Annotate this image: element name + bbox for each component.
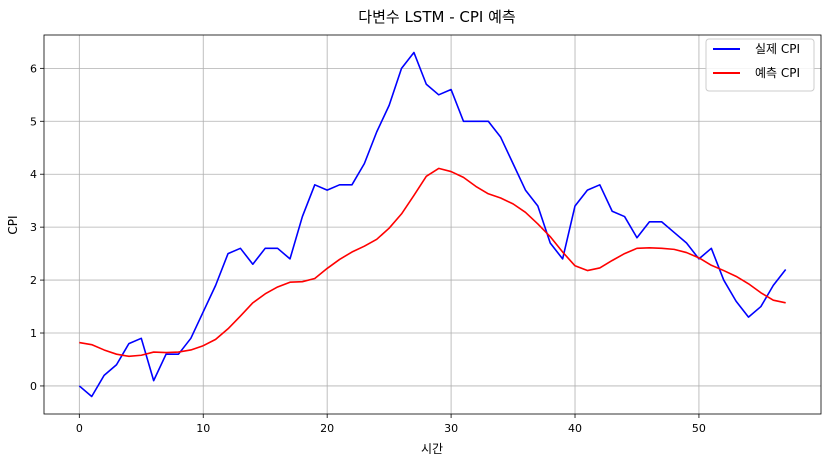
legend-label-predicted: 예측 CPI xyxy=(755,66,800,80)
grid-lines xyxy=(44,35,821,414)
y-tick-label: 5 xyxy=(30,115,37,128)
chart-title: 다변수 LSTM - CPI 예측 xyxy=(358,8,515,26)
series-lines xyxy=(78,51,787,398)
x-tick-label: 20 xyxy=(320,422,334,435)
y-tick-label: 2 xyxy=(30,274,37,287)
y-tick-label: 0 xyxy=(30,380,37,393)
axis-ticks: 0 10 20 30 40 50 0 1 2 3 4 5 6 xyxy=(30,62,706,435)
y-tick-label: 6 xyxy=(30,62,37,75)
x-tick-label: 40 xyxy=(568,422,582,435)
plot-frame xyxy=(43,34,822,415)
x-tick-label: 30 xyxy=(444,422,458,435)
y-axis-label: CPI xyxy=(6,215,20,234)
x-tick-label: 0 xyxy=(76,422,83,435)
legend-box xyxy=(705,38,815,92)
series-line-predicted xyxy=(79,167,786,358)
legend: 실제 CPI 예측 CPI xyxy=(705,38,815,92)
series-line-actual xyxy=(78,51,787,398)
y-tick-label: 1 xyxy=(30,327,37,340)
legend-label-actual: 실제 CPI xyxy=(755,42,800,56)
y-tick-label: 3 xyxy=(30,221,37,234)
x-tick-label: 50 xyxy=(692,422,706,435)
x-tick-label: 10 xyxy=(196,422,210,435)
y-tick-label: 4 xyxy=(30,168,37,181)
x-axis-label: 시간 xyxy=(421,442,443,456)
